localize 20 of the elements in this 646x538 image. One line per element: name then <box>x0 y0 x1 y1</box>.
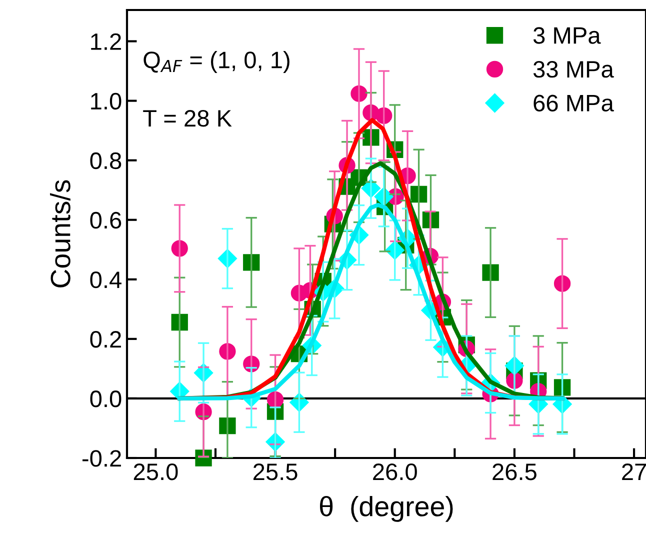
y-tick-label: 0.4 <box>90 271 122 288</box>
x-tick-label: 25.0 <box>134 463 178 480</box>
y-axis-title: Counts/s <box>50 180 70 288</box>
legend-label: 33 MPa <box>533 60 614 78</box>
x-tick-label: 25.5 <box>254 463 298 480</box>
annotation: Q$_{AF}$ = (1, 0, 1) <box>144 51 290 74</box>
y-tick-label: 0.2 <box>90 331 121 348</box>
y-tick-label: 1.2 <box>91 33 121 50</box>
x-tick-label: 27 <box>622 463 646 480</box>
legend-label: 66 MPa <box>534 94 614 112</box>
annotation: T = 28 K <box>143 110 232 127</box>
y-tick-label: -0.2 <box>82 450 121 467</box>
x-axis-title: θ (degree) <box>320 496 453 522</box>
x-tick-label: 26.5 <box>492 463 536 480</box>
y-tick-label: 0.8 <box>90 152 122 170</box>
y-tick-label: 0.0 <box>90 390 122 408</box>
y-tick-label: 0.6 <box>90 212 122 229</box>
x-tick-label: 26.0 <box>373 463 417 480</box>
y-tick-label: 1.0 <box>91 92 122 110</box>
legend-label: 3 MPa <box>533 27 601 44</box>
